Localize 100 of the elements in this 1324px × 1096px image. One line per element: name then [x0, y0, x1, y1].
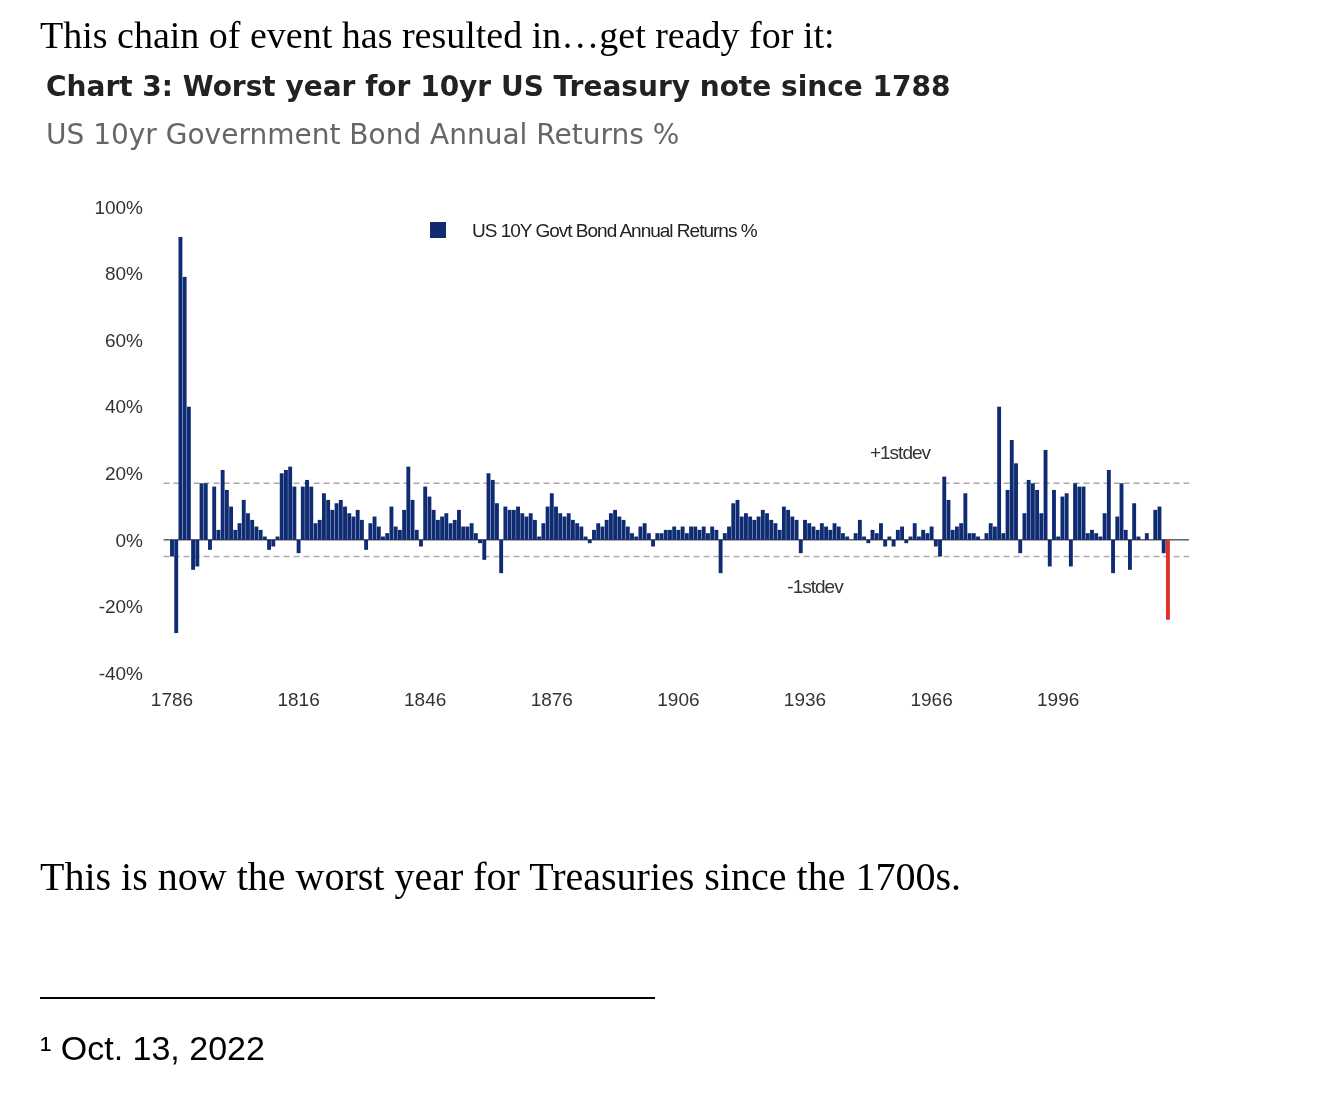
bar [752, 519, 757, 540]
text: This chain of event has resulted in…get ready for it: [40, 14, 835, 56]
bar [1064, 493, 1069, 540]
bar [364, 539, 369, 550]
bar [296, 539, 301, 554]
bar [786, 509, 791, 540]
bar [1153, 509, 1158, 540]
bar [803, 519, 807, 540]
bar [651, 539, 656, 547]
y-tick-label: -40% [98, 662, 144, 684]
y-tick-label: -20% [98, 596, 144, 618]
bar [389, 506, 394, 540]
bar [895, 529, 900, 540]
bar [596, 523, 601, 540]
bar [845, 536, 850, 540]
bar [575, 523, 580, 540]
bar [1060, 496, 1065, 540]
bar [1047, 539, 1052, 567]
text: This is now the worst year for Treasuries since the 1700s. [40, 854, 961, 899]
bar [1068, 539, 1073, 567]
bar [566, 513, 571, 540]
bar [178, 236, 183, 540]
bar [195, 539, 200, 567]
bar [997, 406, 1002, 540]
bar [921, 529, 926, 540]
bar [879, 523, 883, 540]
bar [988, 523, 993, 540]
bar [1009, 440, 1014, 540]
bar [406, 466, 411, 540]
bar [507, 509, 512, 540]
bar [680, 526, 685, 540]
bar [1132, 503, 1137, 540]
ref-line-label: -1stdev [787, 575, 845, 597]
bar [174, 539, 179, 634]
y-tick-label: 100% [94, 196, 144, 218]
bar [819, 523, 824, 540]
bar [824, 526, 829, 540]
bar [938, 539, 942, 557]
bar [904, 539, 909, 544]
bar [1018, 539, 1023, 554]
bar [465, 526, 470, 540]
text: ¹ Oct. 13, 2022 [40, 1029, 265, 1067]
bar [549, 493, 554, 540]
bar [929, 526, 934, 540]
bar [334, 503, 339, 540]
bar [638, 526, 643, 540]
x-tick-label: 1936 [783, 689, 827, 710]
bar [444, 513, 449, 540]
bar [912, 523, 917, 540]
bar [212, 486, 217, 540]
y-tick-label: 0% [115, 529, 144, 551]
chart-title: Chart 3: Worst year for 10yr US Treasury note since 1788 [46, 70, 951, 103]
chart-subtitle: US 10yr Government Bond Annual Returns % [46, 118, 680, 151]
bar [288, 466, 293, 540]
bar [241, 499, 246, 540]
y-tick-label: 40% [104, 396, 144, 418]
bar [1106, 469, 1111, 540]
bar [1144, 533, 1149, 540]
bar [305, 479, 309, 540]
bar [1026, 479, 1031, 540]
x-tick-label: 1996 [1037, 689, 1080, 710]
bar [608, 513, 613, 540]
x-tick-label: 1786 [150, 689, 194, 710]
bar [883, 539, 888, 547]
x-tick-label: 1876 [530, 689, 573, 710]
bar [676, 529, 681, 540]
legend-label: US 10Y Govt Bond Annual Returns % [472, 219, 758, 241]
bar [258, 529, 263, 540]
bar [760, 509, 765, 540]
bar [781, 506, 786, 540]
bar [942, 476, 947, 540]
bar [528, 513, 533, 540]
bar [1073, 483, 1078, 540]
bar [1030, 483, 1035, 540]
bar [499, 539, 504, 574]
bar [689, 526, 693, 540]
bar [811, 526, 816, 540]
bar [718, 539, 723, 574]
x-tick-label: 1846 [404, 689, 447, 710]
bar [284, 469, 288, 540]
bar [743, 513, 748, 540]
ref-line-label: +1stdev [869, 442, 932, 464]
bar [338, 499, 343, 540]
bar [271, 539, 276, 547]
x-tick-label: 1966 [910, 689, 953, 710]
bar [511, 509, 516, 540]
bar [457, 509, 461, 540]
bar [516, 506, 520, 540]
bar [798, 539, 803, 554]
bar [794, 519, 799, 540]
bar [663, 529, 668, 540]
bar [655, 533, 660, 540]
bar [1090, 529, 1094, 540]
bar [748, 516, 753, 540]
bar [1165, 539, 1170, 620]
y-tick-label: 60% [104, 329, 144, 351]
bar [469, 523, 474, 540]
bar [971, 533, 976, 540]
bar [1161, 539, 1166, 554]
bar [900, 526, 904, 540]
